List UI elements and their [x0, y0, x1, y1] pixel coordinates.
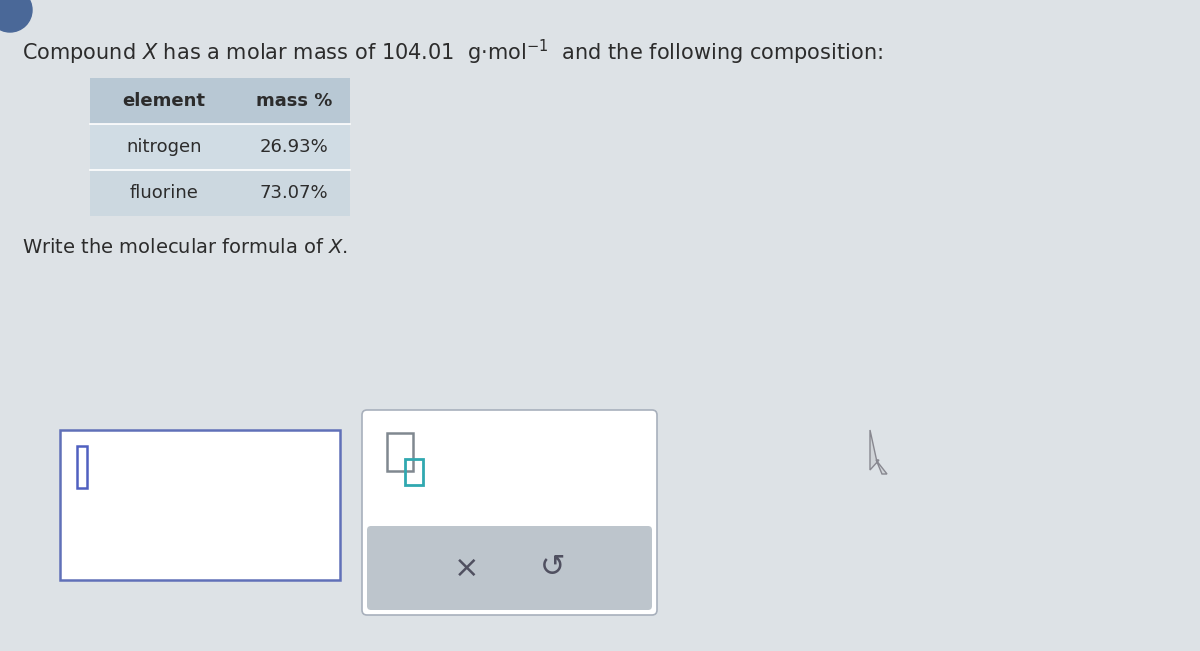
FancyBboxPatch shape — [90, 170, 350, 216]
Text: Compound $\mathit{X}$ has a molar mass of 104.01  g·mol$^{-1}$  and the followin: Compound $\mathit{X}$ has a molar mass o… — [22, 38, 883, 67]
Polygon shape — [870, 430, 887, 474]
Text: 26.93%: 26.93% — [259, 138, 329, 156]
Text: Write the molecular formula of $\mathit{X}$.: Write the molecular formula of $\mathit{… — [22, 238, 348, 257]
Circle shape — [0, 0, 32, 32]
FancyBboxPatch shape — [367, 526, 652, 610]
Text: nitrogen: nitrogen — [126, 138, 202, 156]
Text: 73.07%: 73.07% — [259, 184, 329, 202]
FancyBboxPatch shape — [90, 78, 350, 124]
FancyBboxPatch shape — [362, 410, 658, 615]
Text: mass %: mass % — [256, 92, 332, 110]
Text: element: element — [122, 92, 205, 110]
Text: ×: × — [454, 553, 480, 583]
Text: ↺: ↺ — [540, 553, 565, 583]
FancyBboxPatch shape — [60, 430, 340, 580]
FancyBboxPatch shape — [90, 124, 350, 170]
Text: fluorine: fluorine — [130, 184, 198, 202]
